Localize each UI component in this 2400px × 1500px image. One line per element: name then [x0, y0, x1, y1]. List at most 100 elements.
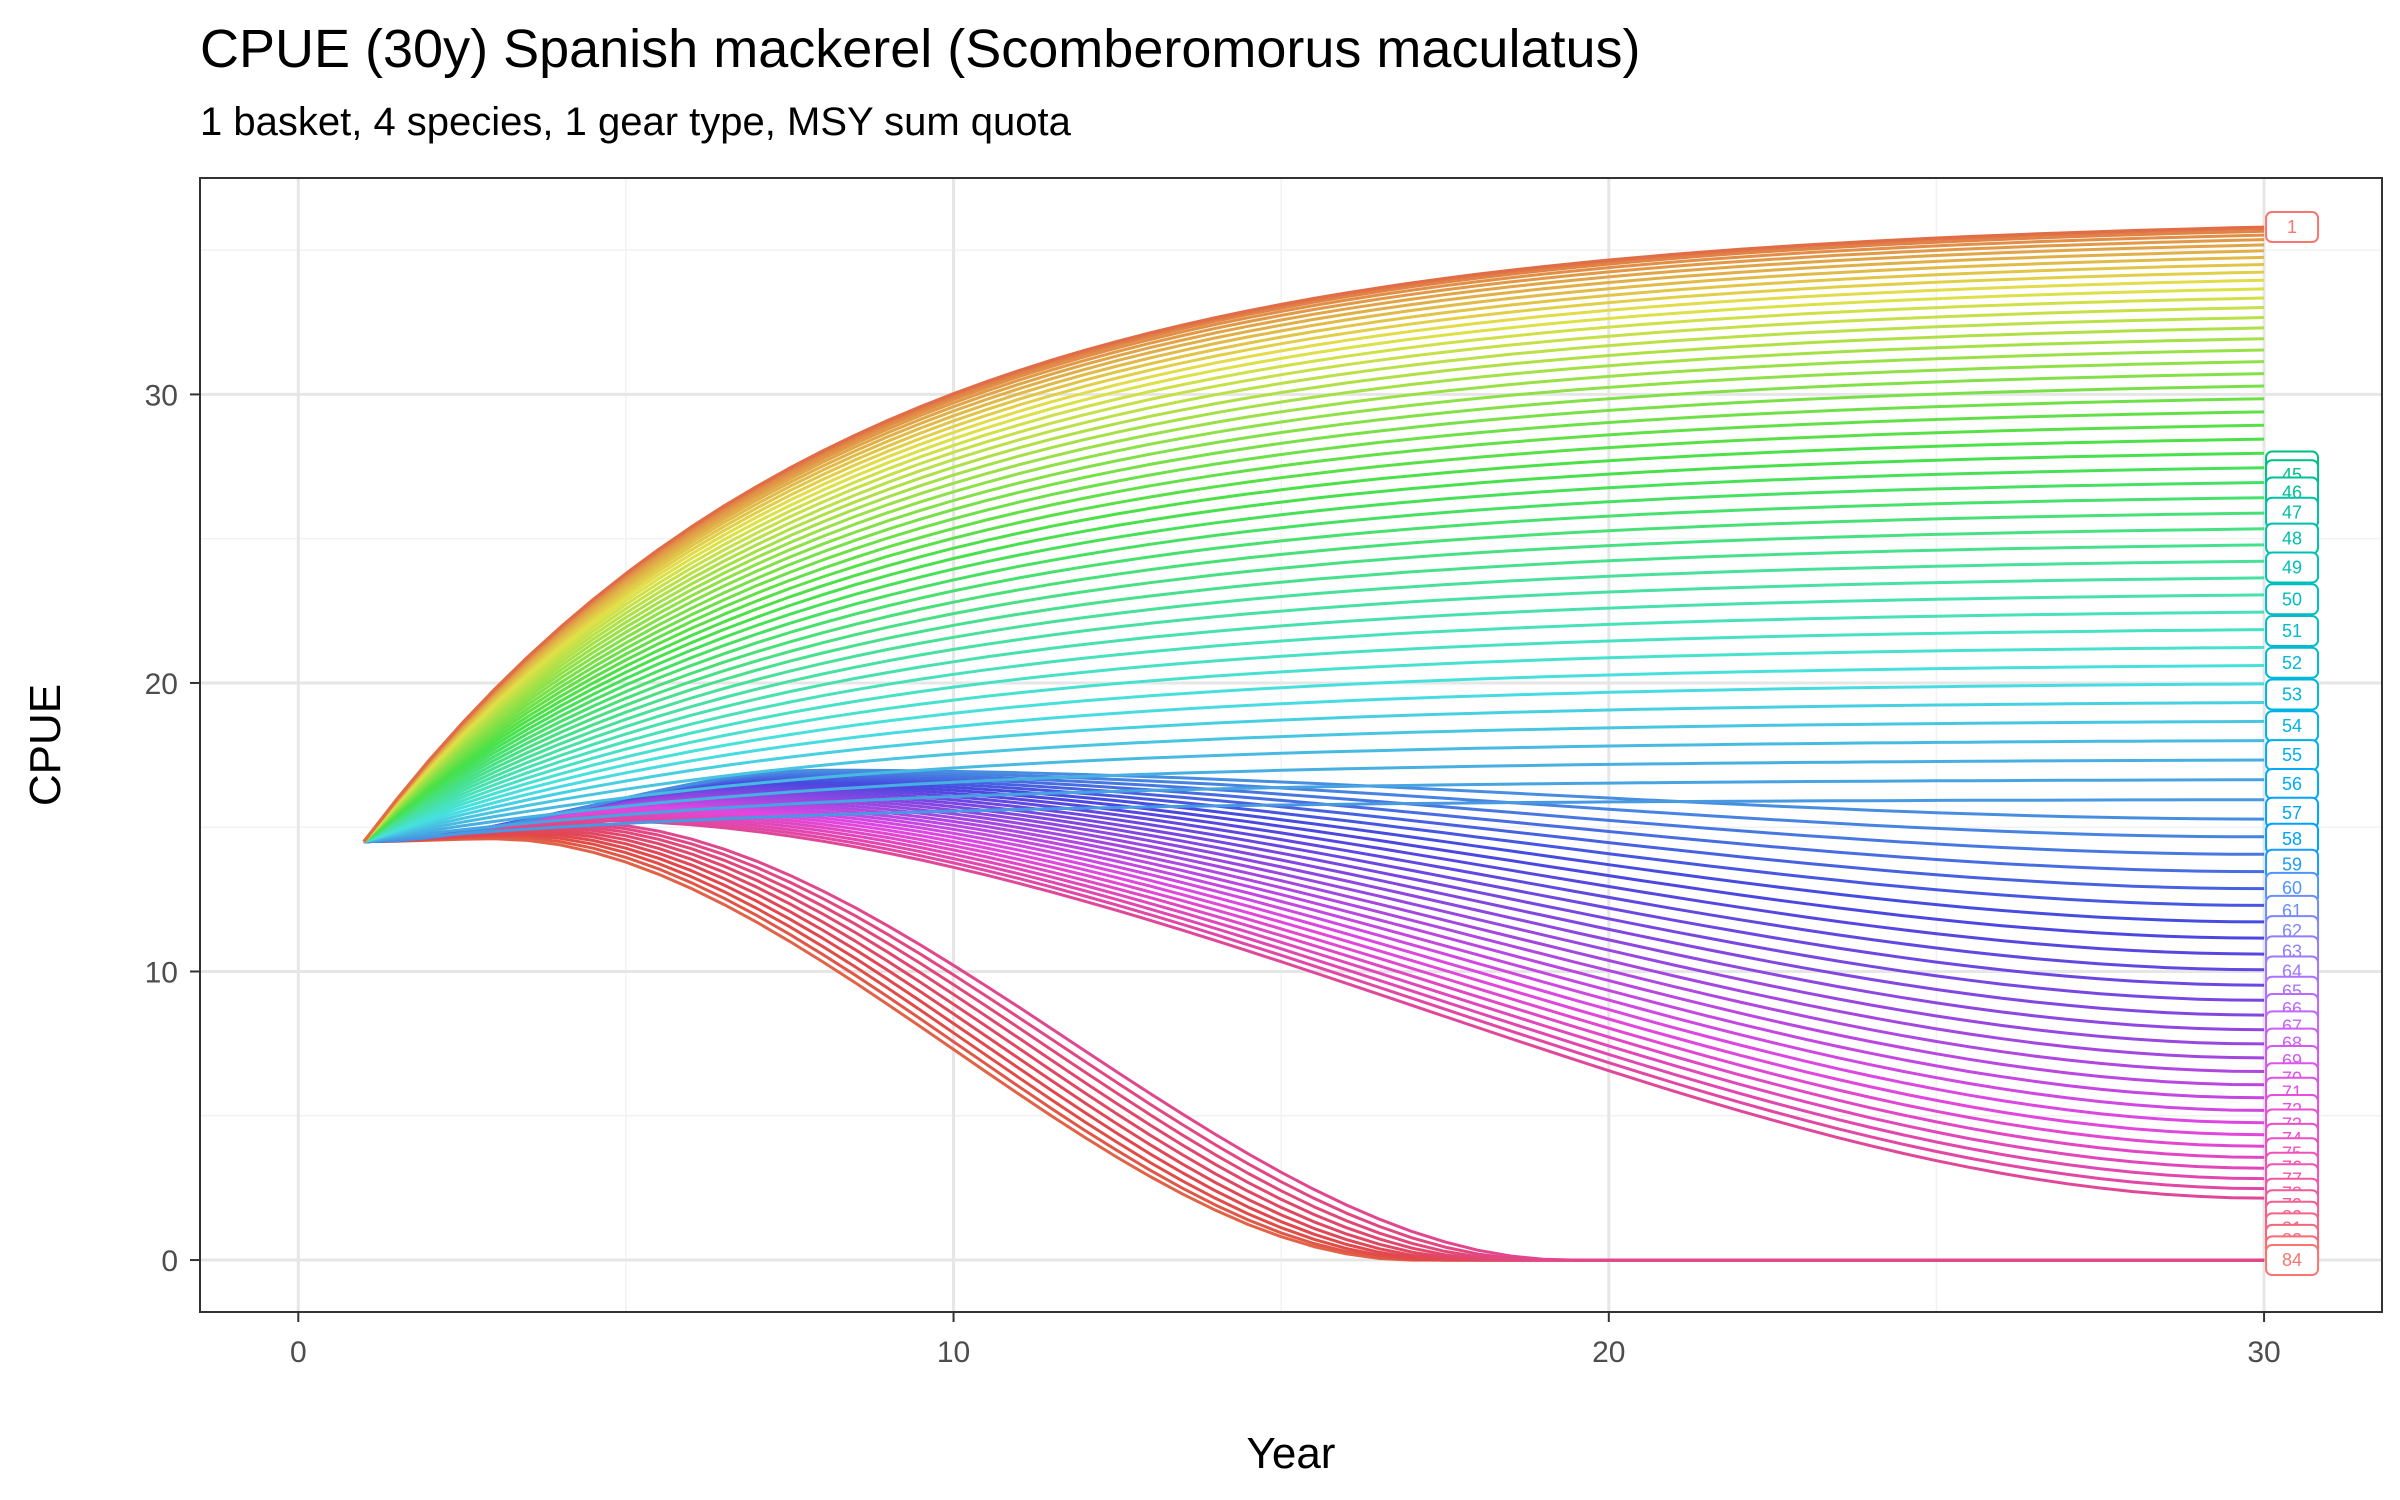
y-tick-label: 20: [145, 668, 178, 701]
series-line: [363, 818, 2265, 1200]
series-line: [363, 559, 2265, 843]
end-label-text: 53: [2282, 685, 2302, 705]
series-line: [363, 701, 2265, 844]
series-line: [362, 255, 2265, 843]
series-line: [363, 543, 2265, 843]
series-line: [363, 719, 2265, 844]
series-end-label: 53: [2265, 678, 2320, 711]
series-line: [362, 296, 2265, 843]
x-tick-label: 30: [2247, 1336, 2280, 1369]
end-label-text: 49: [2282, 558, 2302, 578]
series-line: [363, 758, 2265, 844]
end-label-box: [2265, 646, 2320, 679]
series-end-label: 49: [2265, 551, 2320, 584]
y-axis-title: CPUE: [21, 684, 70, 806]
end-label-box: [2265, 211, 2320, 244]
series-end-label: 84: [2265, 1244, 2320, 1277]
series-line: [363, 796, 2265, 1060]
end-label-text: 56: [2282, 774, 2302, 794]
series-line: [363, 576, 2265, 844]
axes: 0 10 20 30 0 10 20 30: [145, 379, 2281, 1369]
series-line: [362, 263, 2265, 843]
series-end-label: 50: [2265, 583, 2320, 616]
series-line: [362, 278, 2265, 843]
series-line: [363, 820, 2265, 1262]
series-line: [362, 466, 2265, 843]
series-line: [363, 815, 2265, 1181]
series-line: [362, 225, 2265, 843]
series-line: [363, 811, 2265, 1159]
end-label-text: 52: [2282, 653, 2302, 673]
series-line: [363, 645, 2265, 844]
end-label-text: 54: [2282, 716, 2302, 736]
series-line: [362, 238, 2265, 843]
series-line: [362, 326, 2265, 843]
end-label-text: 51: [2282, 621, 2302, 641]
series-line: [362, 397, 2265, 843]
series-end-label: 48: [2265, 522, 2320, 555]
series-line: [363, 802, 2265, 1100]
series-line: [362, 270, 2265, 843]
series-line: [363, 798, 2265, 844]
plot-border: [199, 177, 2383, 1313]
series-end-label: 56: [2265, 767, 2320, 800]
series-line: [362, 496, 2265, 843]
chart-subtitle: 1 basket, 4 species, 1 gear type, MSY su…: [200, 100, 1071, 144]
end-label-box: [2265, 1244, 2320, 1277]
series-line: [362, 243, 2265, 843]
series-end-label: 55: [2265, 739, 2320, 772]
end-label-box: [2265, 583, 2320, 616]
series-line: [362, 451, 2265, 843]
series-line: [363, 803, 2265, 1112]
series-end-label: 47: [2265, 496, 2320, 529]
series-end-label: 57: [2265, 796, 2320, 829]
series-line: [363, 682, 2265, 844]
series-line: [362, 511, 2265, 843]
series-end-label: 1: [2265, 211, 2320, 244]
end-label-text: 59: [2282, 855, 2302, 875]
series-line: [362, 306, 2265, 843]
end-label-box: [2265, 615, 2320, 648]
series-line: [363, 739, 2265, 844]
end-label-text: 47: [2282, 503, 2302, 523]
end-label-text: 48: [2282, 529, 2302, 549]
series-line: [363, 664, 2265, 844]
series-end-label: 51: [2265, 615, 2320, 648]
series-end-labels: 1444546474849505152535455565758596061626…: [2265, 211, 2320, 1277]
series-line: [362, 481, 2265, 843]
x-tick-label: 10: [937, 1336, 970, 1369]
series-line: [362, 437, 2265, 843]
series-end-label: 58: [2265, 822, 2320, 855]
series-end-label: 52: [2265, 646, 2320, 679]
series-line: [362, 287, 2265, 843]
series-line: [362, 337, 2265, 843]
series-line: [362, 316, 2265, 843]
end-label-box: [2265, 678, 2320, 711]
series-lines: [362, 225, 2265, 1262]
series-line: [362, 233, 2265, 843]
x-tick-label: 0: [290, 1336, 307, 1369]
series-line: [362, 384, 2265, 843]
series-line: [362, 249, 2265, 843]
y-tick-label: 10: [145, 957, 178, 990]
x-axis-title: Year: [1247, 1429, 1336, 1478]
series-line: [363, 813, 2265, 1170]
series-line: [362, 360, 2265, 843]
series-line: [363, 805, 2265, 1125]
end-label-text: 58: [2282, 829, 2302, 849]
series-line: [362, 527, 2265, 843]
end-label-text: 84: [2282, 1250, 2302, 1270]
series-line: [363, 628, 2265, 844]
end-label-text: 1: [2287, 217, 2297, 237]
end-label-text: 57: [2282, 803, 2302, 823]
end-label-text: 60: [2282, 878, 2302, 898]
y-tick-label: 0: [161, 1245, 178, 1278]
chart-title: CPUE (30y) Spanish mackerel (Scomberomor…: [200, 19, 1641, 79]
end-label-text: 50: [2282, 589, 2302, 609]
end-label-text: 55: [2282, 745, 2302, 765]
series-line: [362, 372, 2265, 843]
series-end-label: 54: [2265, 710, 2320, 743]
series-line: [363, 610, 2265, 844]
series-line: [362, 410, 2265, 843]
